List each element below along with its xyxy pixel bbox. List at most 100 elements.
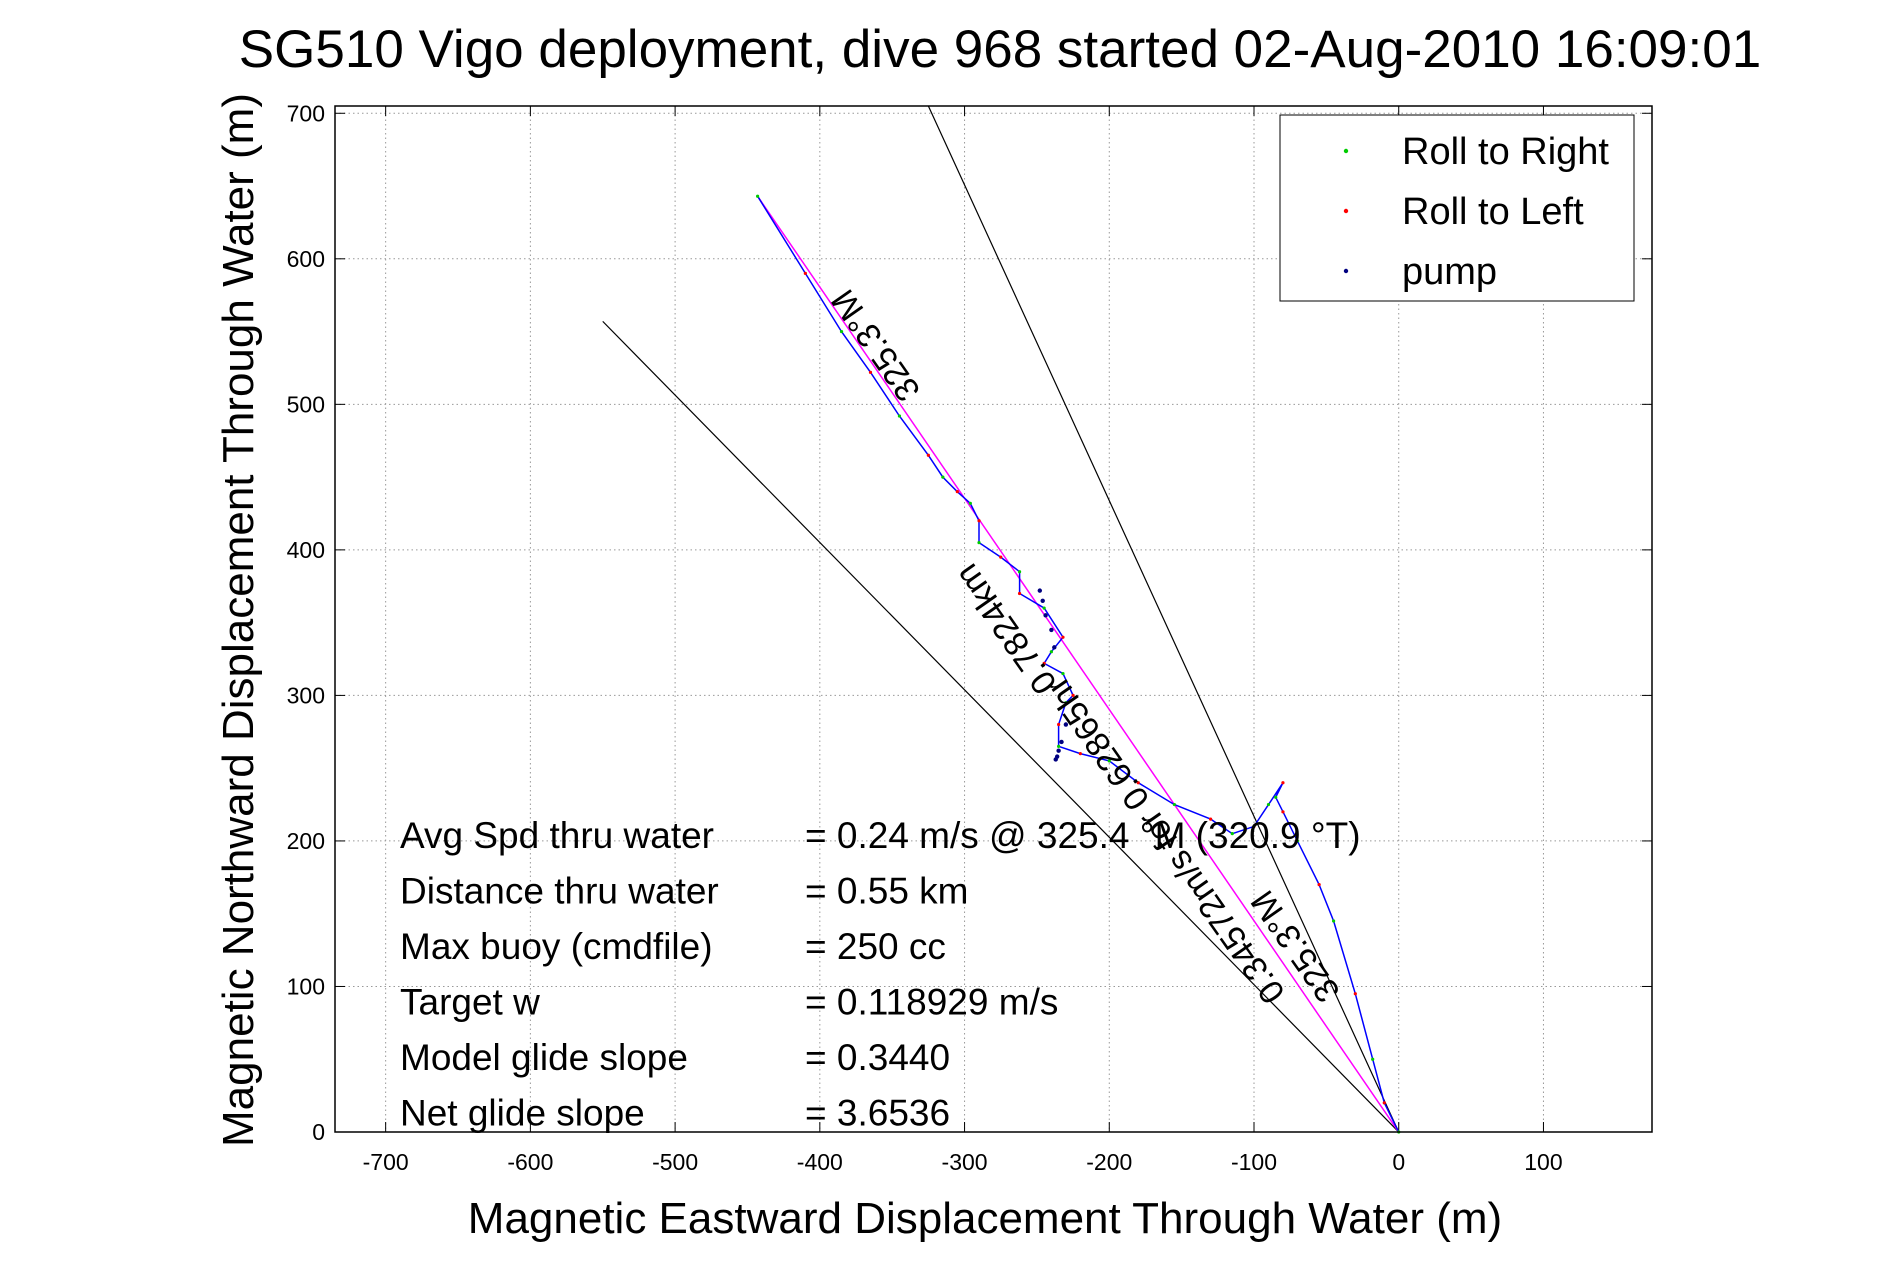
y-tick-label: 0 [312,1119,325,1145]
legend-marker [1343,208,1349,214]
pump-point [1040,598,1045,604]
plot-border [334,105,1653,1133]
pump-point [1053,757,1058,762]
track-point [1208,817,1213,821]
track-point [755,194,760,198]
track-point [839,329,844,334]
track-point [941,475,945,479]
stat-label: Max buoy (cmdfile) [400,926,713,967]
y-axis-label: Magnetic Northward Displacement Through … [214,93,263,1147]
track-point [1061,671,1065,676]
track-point [1274,795,1278,799]
track-point [1107,759,1111,763]
track-point [1057,722,1061,727]
x-tick-label: 0 [1392,1149,1405,1175]
pump-point [1063,722,1069,727]
track-point [1017,570,1022,574]
track-point [1317,882,1321,887]
y-tick-label: 200 [287,828,325,854]
track-point [1281,781,1285,785]
track-point [1071,693,1075,698]
x-tick-label: 100 [1524,1149,1562,1175]
stat-value: = 0.55 km [805,871,969,912]
pump-point [1052,645,1057,650]
x-axis-label: Magnetic Eastward Displacement Through W… [468,1194,1502,1243]
track-layer [755,194,1401,1134]
track-point [955,490,959,494]
track-point [1017,591,1022,596]
x-tick-label: -400 [797,1149,843,1175]
stat-label: Model glide slope [400,1037,688,1078]
track-point [1252,824,1256,828]
track-point [1049,650,1053,654]
legend-marker [1343,148,1349,154]
track-point [968,501,972,505]
legend-label: Roll to Left [1402,191,1584,233]
track-point [999,555,1003,559]
pump-point [1056,748,1061,753]
track-point [926,453,930,457]
x-tick-label: -700 [363,1149,409,1175]
x-tick-label: -600 [507,1149,553,1175]
legend: Roll to Right Roll to Left pump [1279,114,1635,302]
y-tick-label: 600 [287,246,325,272]
x-tick-label: -300 [942,1149,988,1175]
y-axis-ticks: 0 100 200 300 400 500 600 700 [287,100,1652,1145]
y-tick-label: 700 [287,100,325,126]
stat-value: = 0.24 m/s @ 325.4 °M (320.9 °T) [805,815,1361,856]
pump-point [1059,739,1064,745]
reference-line [927,105,1400,1133]
legend-box [1279,114,1635,302]
track-point [897,414,902,418]
pump-point [1043,613,1048,618]
stat-value: = 0.118929 m/s [805,982,1058,1023]
track-point [803,271,807,275]
x-axis-ticks: -700 -600 -500 -400 -300 -200 -100 0 100 [363,106,1563,1175]
track-point [1064,701,1068,705]
y-tick-label: 300 [287,682,325,708]
track-point [868,370,873,374]
track-point [1281,810,1285,814]
track-point [1042,661,1046,665]
track-point [1172,802,1177,807]
track-point [1266,802,1271,807]
chart-title: SG510 Vigo deployment, dive 968 started … [239,20,1761,79]
legend-label: pump [1402,251,1497,293]
stat-value: = 3.6536 [805,1093,950,1134]
x-tick-label: -500 [652,1149,698,1175]
pump-point [1037,588,1043,593]
stat-label: Avg Spd thru water [400,815,714,856]
stats-block: Avg Spd thru water = 0.24 m/s @ 325.4 °M … [400,815,1361,1134]
stat-label: Target w [400,982,540,1023]
track-point [1136,781,1140,785]
y-tick-label: 100 [287,973,325,999]
legend-marker [1343,268,1349,274]
track-point [1332,919,1336,923]
heading-line-series [756,195,1400,1133]
pump-points [1037,588,1069,762]
track-point [1230,832,1234,836]
stat-value: = 0.3440 [805,1037,950,1078]
y-tick-label: 500 [287,391,325,417]
track-point [977,519,981,523]
track-point [1353,992,1357,996]
y-tick-label: 400 [287,537,325,563]
x-tick-label: -100 [1231,1149,1277,1175]
track-point [1382,1101,1386,1105]
track-point [1061,635,1065,639]
track-point [1295,839,1300,843]
stat-label: Distance thru water [400,871,719,912]
stat-label: Net glide slope [400,1093,645,1134]
track-point [1057,744,1061,748]
legend-label: Roll to Right [1402,131,1609,173]
stat-value: = 250 cc [805,926,946,967]
pump-point [1049,627,1054,633]
track-point [1078,752,1082,756]
track-point [977,540,981,545]
track-point [1371,1057,1375,1061]
reference-line [602,320,1400,1133]
track-point [1042,606,1046,610]
reference-lines [602,105,1400,1133]
heading-line [756,195,1400,1133]
